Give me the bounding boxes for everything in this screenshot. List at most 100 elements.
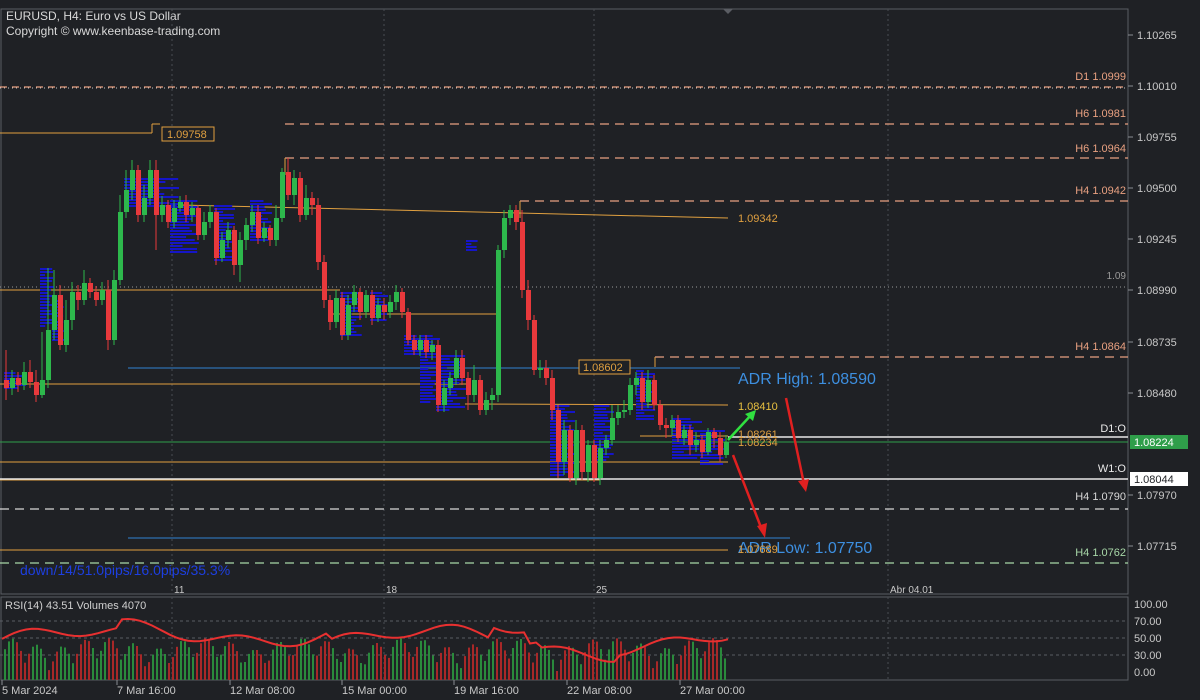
profile-bar — [700, 457, 724, 459]
candle-body — [370, 295, 375, 318]
candle-body — [322, 262, 327, 300]
profile-bar — [52, 330, 64, 332]
profile-bar — [420, 371, 440, 373]
volume-bar — [552, 659, 554, 680]
profile-bar — [370, 298, 381, 300]
high-box-label: 1.09758 — [167, 129, 207, 141]
candle-body — [238, 240, 243, 265]
profile-bar — [436, 376, 451, 378]
candle-body — [412, 340, 417, 350]
volume-bar — [152, 654, 154, 680]
profile-bar — [40, 316, 47, 318]
volume-bar — [324, 641, 326, 680]
volume-bar — [28, 653, 30, 680]
volume-bar — [64, 647, 66, 680]
profile-bar — [124, 184, 159, 186]
volume-bar — [36, 644, 38, 680]
candle-body — [646, 380, 651, 402]
volume-bar — [508, 658, 510, 680]
volume-bar — [640, 643, 642, 680]
week-label-25: 25 — [596, 585, 608, 596]
profile-bar — [40, 292, 49, 294]
volume-bar — [632, 653, 634, 680]
volume-bar — [592, 639, 594, 680]
profile-bar — [214, 229, 226, 231]
candle-body — [460, 358, 465, 378]
price-tick-label: 1.10265 — [1137, 30, 1177, 42]
volume-bar — [624, 649, 626, 680]
week-label-11: 11 — [174, 585, 185, 596]
profile-bar — [594, 411, 614, 413]
volume-bar — [680, 655, 682, 680]
volume-bar — [516, 640, 518, 680]
volume-bar — [24, 662, 26, 680]
scroll-marker-icon[interactable] — [723, 9, 733, 14]
time-axis[interactable]: 5 Mar 2024 7 Mar 16:00 12 Mar 08:00 15 Mar … — [1, 680, 745, 697]
w1-price-label: 1.08044 — [1134, 474, 1174, 486]
level-a-label: 1.08261 — [738, 429, 778, 441]
volume-bar — [20, 650, 22, 680]
candle-body — [256, 212, 261, 238]
candle-body — [268, 228, 273, 240]
profile-bar — [436, 370, 465, 372]
mid-box — [578, 359, 631, 375]
volume-bar — [348, 648, 350, 680]
volume-bar — [264, 662, 266, 680]
rsi-line — [1, 617, 729, 663]
candle-body — [466, 378, 471, 395]
candle-body — [616, 412, 621, 418]
volume-bar — [144, 666, 146, 680]
profile-bar — [40, 274, 45, 276]
profile-bar — [40, 325, 46, 327]
profile-bar — [420, 380, 440, 382]
w1-open-label: W1:O — [1098, 463, 1127, 475]
volume-bar — [528, 652, 530, 680]
volume-bar — [168, 663, 170, 680]
candle-body — [418, 340, 423, 350]
profile-bar — [340, 295, 350, 297]
volume-bar — [368, 652, 370, 680]
volume-bar — [312, 654, 314, 680]
profile-bar — [672, 421, 702, 423]
volume-bar — [704, 651, 706, 680]
volume-bar — [132, 643, 134, 680]
volume-bar — [240, 662, 242, 680]
volume-bar — [232, 643, 234, 680]
candle-body — [280, 172, 285, 218]
candle-body — [604, 440, 609, 448]
candle-body — [82, 283, 87, 300]
symbol-title: EURUSD, H4: Euro vs US Dollar — [6, 9, 181, 23]
candle-body — [64, 320, 69, 345]
d1-level-label: D1 1.0999 — [1075, 71, 1126, 83]
volume-bar — [400, 638, 402, 680]
profile-bar — [700, 448, 725, 450]
candle-body — [286, 172, 291, 195]
profile-bar — [40, 271, 53, 273]
profile-bar — [370, 301, 384, 303]
volume-bar — [536, 652, 538, 680]
price-tick-label: 1.10010 — [1137, 81, 1177, 93]
stats-label: down/14/51.0pips/16.0pips/35.3% — [20, 562, 230, 578]
target-up-label: 1.08410 — [738, 401, 778, 413]
volume-bar — [164, 654, 166, 680]
candle-body — [394, 292, 399, 302]
candle-body — [340, 298, 345, 335]
profile-bar — [672, 451, 684, 453]
volume-bar — [316, 655, 318, 680]
price-axis[interactable]: 1.10265 1.10010 1.09755 1.09500 1.09245 1.089… — [1128, 30, 1177, 553]
volume-bar — [112, 640, 114, 680]
time-tick-label: 5 Mar 2024 — [2, 685, 58, 697]
candle-body — [52, 295, 57, 330]
volume-bar — [684, 645, 686, 680]
profile-bar — [420, 347, 440, 349]
candle-body — [232, 230, 237, 265]
profile-bar — [550, 411, 575, 413]
candle-body — [682, 430, 687, 438]
candle-body — [208, 212, 213, 222]
rsi-tick-label: 30.00 — [1134, 650, 1162, 662]
profile-bar — [594, 432, 603, 434]
profile-bar — [52, 312, 63, 314]
volume-bar — [524, 643, 526, 680]
